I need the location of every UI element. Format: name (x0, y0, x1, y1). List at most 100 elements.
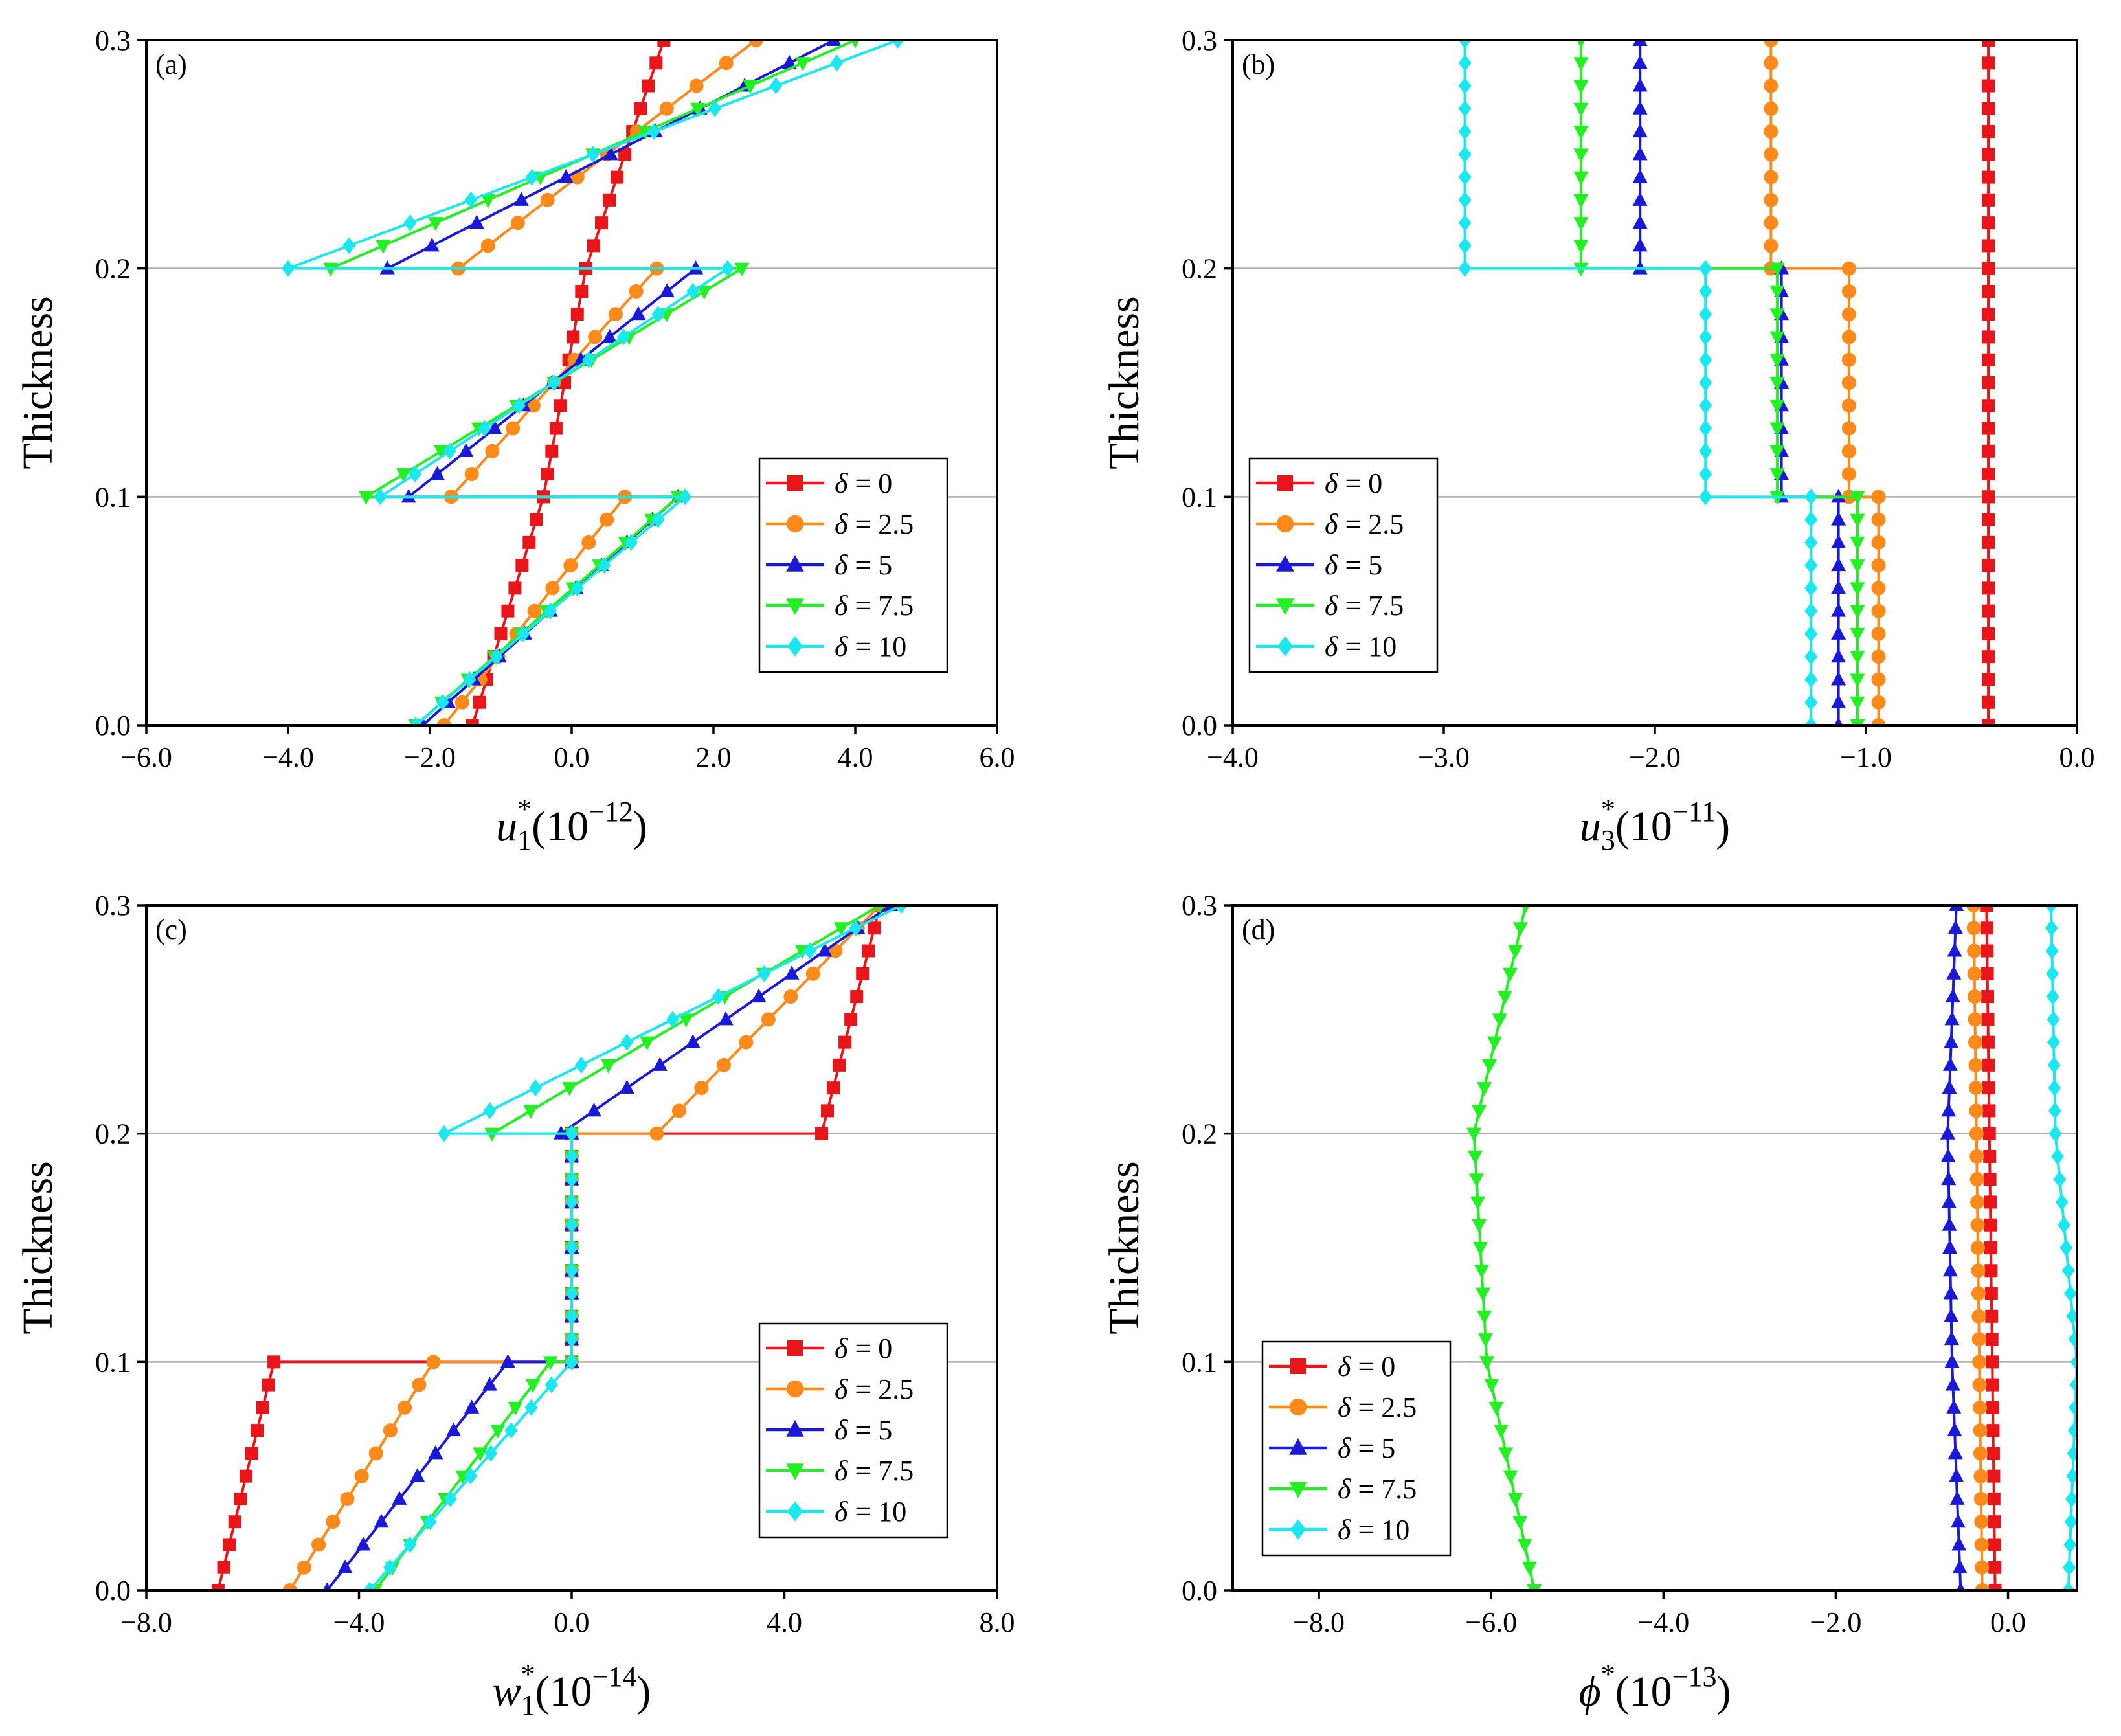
data-point (1971, 1286, 1986, 1301)
legend-value: = 0 (847, 1333, 892, 1364)
data-point (1487, 1036, 1503, 1051)
legend: δ = 0δ = 2.5δ = 5δ = 7.5δ = 10 (758, 1322, 948, 1539)
data-point (1871, 649, 1886, 664)
data-point (2061, 1582, 2075, 1590)
data-point (1477, 1082, 1492, 1096)
data-point (508, 581, 522, 595)
data-point (1764, 78, 1779, 93)
data-point (1841, 307, 1856, 322)
data-point (895, 905, 908, 914)
legend-marker (1289, 1438, 1307, 1455)
data-point (513, 192, 529, 206)
data-point (1699, 260, 1712, 277)
data-point (504, 1422, 518, 1439)
series-2 (1940, 905, 1968, 1590)
data-point (833, 1058, 846, 1072)
x-tick-label: 2.0 (696, 741, 732, 773)
legend-marker (1277, 636, 1293, 657)
data-point (783, 989, 798, 1004)
data-point (1981, 1035, 1995, 1049)
data-point (1980, 921, 1993, 935)
data-point (838, 1035, 852, 1049)
x-tick-label: −4.0 (1637, 1606, 1689, 1638)
legend-delta: δ (1338, 1351, 1352, 1382)
data-point (1573, 102, 1589, 117)
y-tick-label: 0.3 (1182, 25, 1217, 56)
data-point (1966, 921, 1981, 936)
data-point (719, 56, 734, 71)
x-tick-label: −2.0 (404, 741, 456, 773)
panel-c: −8.0 −4.0 0.0 4.0 8.0 0.0 0.1 0.2 0.3 (c) Thicknes… (14, 890, 1015, 1721)
x-title-sub: 3 (1601, 824, 1615, 856)
series-4 (282, 40, 904, 725)
x-tick-label: 0.0 (554, 1606, 590, 1638)
data-point (651, 511, 665, 528)
data-point (1472, 1219, 1487, 1234)
data-point (1841, 352, 1856, 367)
data-point (1982, 535, 1995, 549)
data-point (267, 1355, 281, 1369)
data-point (1466, 1127, 1482, 1142)
series-3 (1573, 40, 1865, 725)
data-point (1943, 1285, 1958, 1300)
data-point (565, 1285, 578, 1302)
data-point (1984, 1287, 1998, 1300)
data-point (443, 1490, 457, 1507)
data-point (547, 374, 561, 391)
legend-value: = 5 (1351, 1432, 1395, 1464)
data-point (1871, 490, 1886, 504)
y-tick-label: 0.2 (1182, 253, 1217, 285)
legend-label: δ = 5 (835, 549, 892, 581)
data-point (282, 1583, 297, 1590)
data-point (1952, 1559, 1968, 1573)
data-point (686, 282, 700, 300)
y-tick-label: 0.0 (1182, 710, 1217, 741)
axes-frame (1231, 904, 2078, 1592)
x-title-base: u (1580, 803, 1601, 850)
data-point (1968, 1057, 1983, 1072)
y-axis-title: Thickness (1101, 296, 1148, 469)
data-point (1841, 376, 1856, 390)
data-point (758, 965, 771, 982)
data-point (616, 328, 630, 346)
legend-marker (1276, 555, 1294, 572)
data-point (1940, 1148, 1956, 1162)
data-point (2063, 1559, 2076, 1576)
data-point (363, 1582, 376, 1590)
legend-delta: δ (1325, 590, 1339, 622)
panel-a: −6.0 −4.0 −2.0 0.0 2.0 4.0 6.0 0.0 0.1 0.2 0.3 (a) T… (14, 25, 1015, 856)
data-point (1982, 353, 1995, 366)
data-point (1458, 168, 1472, 186)
data-point (1986, 1401, 2000, 1414)
legend-label: δ = 5 (1338, 1432, 1395, 1464)
data-point (1972, 1355, 1987, 1370)
data-point (1850, 559, 1865, 574)
data-point (1841, 398, 1856, 413)
data-point (586, 146, 600, 163)
data-point (1484, 1379, 1499, 1393)
data-point (545, 581, 560, 596)
legend-delta: δ (1325, 508, 1339, 540)
legend: δ = 0δ = 2.5δ = 5δ = 7.5δ = 10 (1261, 1340, 1452, 1557)
data-point (850, 990, 864, 1004)
data-point (1850, 605, 1865, 620)
data-point (608, 307, 623, 322)
data-point (1966, 905, 1981, 912)
data-point (1632, 123, 1648, 138)
data-point (2064, 1285, 2077, 1302)
data-point (734, 262, 750, 277)
legend-delta: δ (1325, 631, 1339, 662)
data-point (2059, 1239, 2073, 1256)
data-point (482, 1377, 498, 1391)
data-point (337, 1559, 353, 1573)
data-point (1982, 330, 1995, 344)
series-2 (1632, 40, 1846, 725)
legend-label: δ = 10 (835, 631, 906, 662)
data-point (743, 80, 758, 95)
legend-item-4: δ = 10 (1269, 1514, 1409, 1546)
data-point (784, 965, 800, 980)
data-point (690, 102, 706, 117)
x-tick-label: 0.0 (554, 741, 590, 773)
data-point (1982, 1104, 1996, 1118)
data-point (1982, 490, 1995, 504)
